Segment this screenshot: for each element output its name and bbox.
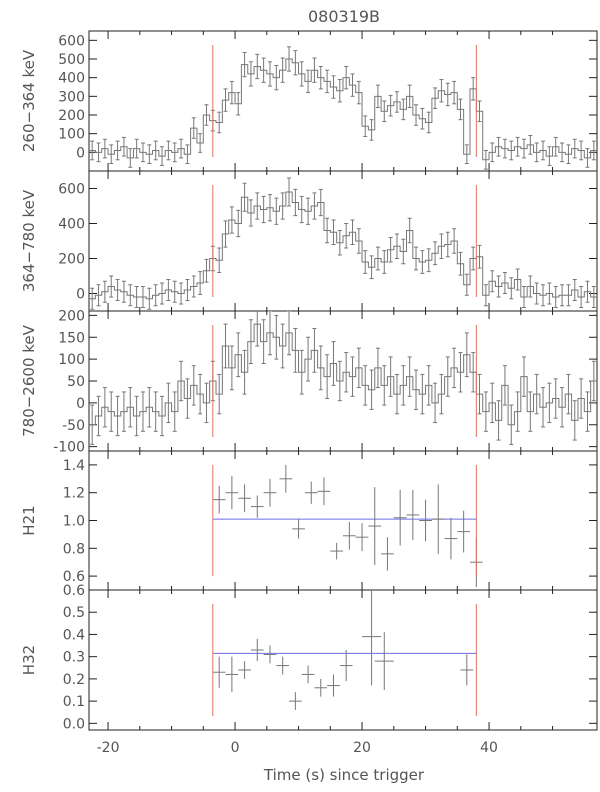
y-tick-label: 1.2 bbox=[63, 486, 85, 502]
y-axis-label: 364−780 keV bbox=[20, 189, 38, 292]
y-tick-label: 600 bbox=[58, 182, 85, 198]
panel-1: 0 100 200 300 400 500 600 260−364 keV bbox=[20, 30, 598, 172]
panel-data bbox=[212, 590, 477, 710]
y-tick-label: -50 bbox=[62, 418, 85, 434]
histogram-line bbox=[89, 191, 597, 300]
y-tick-label: 500 bbox=[58, 52, 85, 68]
y-tick-label: 0.6 bbox=[63, 569, 85, 585]
y-tick-label: 0.4 bbox=[63, 627, 85, 643]
chart-title: 080319B bbox=[308, 7, 380, 26]
panel-5: 0.0 0.1 0.2 0.3 0.4 0.5 0.6 H32 -20 0 20 40 bbox=[20, 583, 598, 756]
y-tick-label: -100 bbox=[53, 440, 85, 456]
y-tick-label: 200 bbox=[58, 252, 85, 268]
y-tick-label: 1.0 bbox=[63, 514, 85, 530]
y-tick-label: 0.1 bbox=[63, 694, 85, 710]
y-tick-label: 200 bbox=[58, 108, 85, 124]
y-axis-label: 260−364 keV bbox=[20, 49, 38, 152]
panel-frame bbox=[88, 589, 598, 731]
y-tick-label: 0.6 bbox=[63, 583, 85, 599]
y-tick-label: 100 bbox=[58, 352, 85, 368]
panel-data bbox=[89, 177, 597, 310]
y-tick-label: 200 bbox=[58, 308, 85, 324]
y-tick-label: 100 bbox=[58, 127, 85, 143]
y-axis-label: 780−2600 keV bbox=[20, 324, 38, 437]
y-tick-label: 50 bbox=[67, 374, 85, 390]
y-tick-label: 0 bbox=[76, 287, 85, 303]
y-tick-label: 0.2 bbox=[63, 672, 85, 688]
y-tick-label: 150 bbox=[58, 330, 85, 346]
y-tick-label: 400 bbox=[58, 217, 85, 233]
y-axis-label: H32 bbox=[20, 645, 38, 675]
panel-3: -100 -50 0 50 100 150 200 780−2600 keV bbox=[20, 308, 598, 456]
panel-data bbox=[212, 464, 483, 588]
x-tick-label: 40 bbox=[480, 740, 498, 756]
y-tick-label: 0 bbox=[76, 396, 85, 412]
x-tick-label: -20 bbox=[97, 740, 120, 756]
y-tick-label: 0.8 bbox=[63, 541, 85, 557]
x-tick-label: 0 bbox=[231, 740, 240, 756]
y-axis-label: H21 bbox=[20, 505, 38, 535]
x-axis-label: Time (s) since trigger bbox=[263, 766, 425, 784]
y-tick-label: 400 bbox=[58, 71, 85, 87]
y-tick-label: 1.4 bbox=[63, 458, 85, 474]
panel-data bbox=[89, 311, 597, 445]
y-tick-label: 0 bbox=[76, 145, 85, 161]
y-tick-label: 0.3 bbox=[63, 650, 85, 666]
y-tick-label: 0.0 bbox=[63, 716, 85, 732]
y-tick-label: 300 bbox=[58, 89, 85, 105]
y-tick-label: 0.5 bbox=[63, 605, 85, 621]
y-tick-label: 600 bbox=[58, 33, 85, 49]
x-tick-label: 20 bbox=[353, 740, 371, 756]
